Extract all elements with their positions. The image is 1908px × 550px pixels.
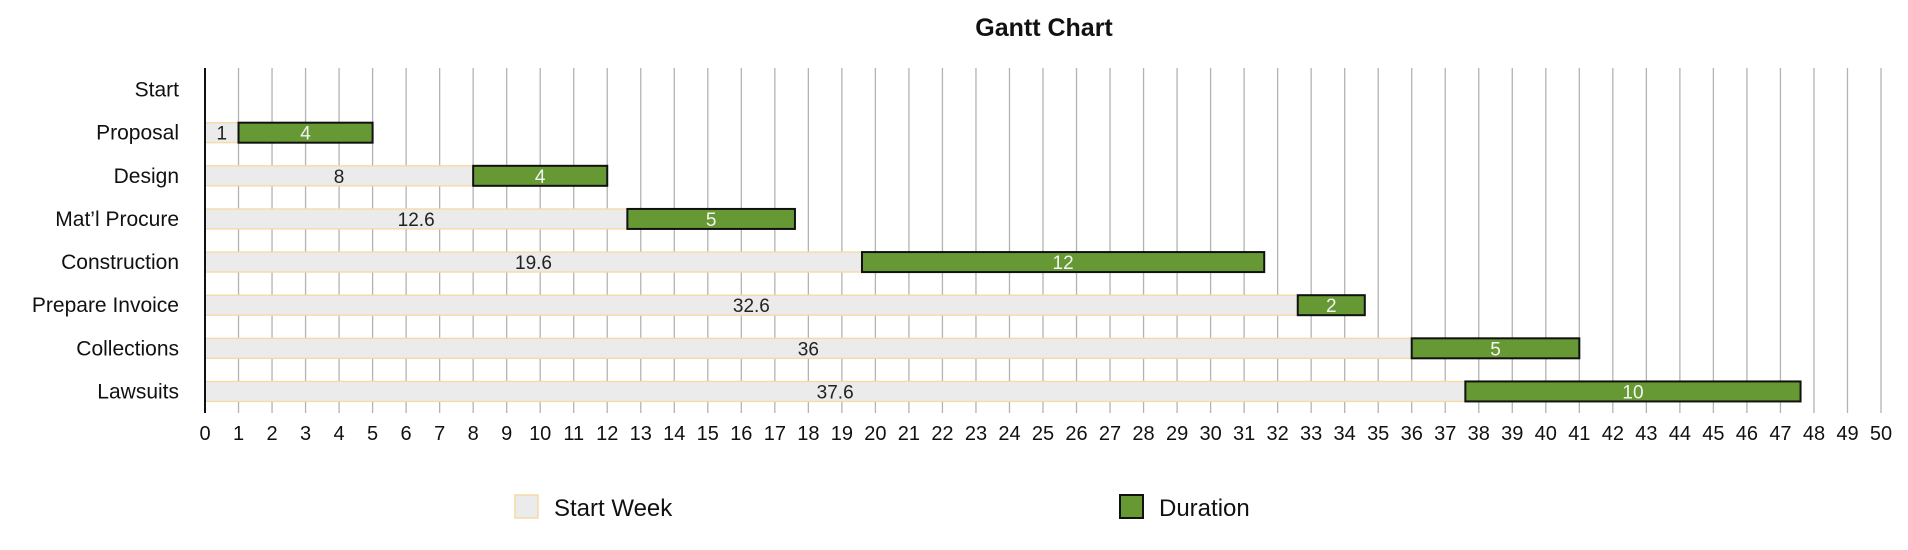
chart-title: Gantt Chart xyxy=(975,14,1113,42)
start-week-label: 32.6 xyxy=(733,296,770,317)
x-tick-label: 36 xyxy=(1401,423,1423,445)
x-tick-label: 14 xyxy=(663,423,685,445)
duration-label: 5 xyxy=(1490,339,1501,360)
x-tick-label: 49 xyxy=(1836,423,1858,445)
start-week-label: 36 xyxy=(798,339,819,360)
x-tick-label: 26 xyxy=(1065,423,1087,445)
legend-swatch-start-week xyxy=(514,494,539,519)
x-tick-label: 40 xyxy=(1535,423,1557,445)
category-label: Lawsuits xyxy=(97,380,179,403)
x-tick-label: 2 xyxy=(266,423,277,445)
x-tick-label: 37 xyxy=(1434,423,1456,445)
start-week-label: 19.6 xyxy=(515,253,552,274)
x-tick-label: 22 xyxy=(931,423,953,445)
x-tick-label: 23 xyxy=(965,423,987,445)
category-labels: Start Proposal Design Mat’l Procure Construc… xyxy=(32,79,179,404)
duration-label: 10 xyxy=(1622,382,1643,403)
x-tick-label: 8 xyxy=(468,423,479,445)
category-label: Construction xyxy=(61,251,179,274)
x-tick-label: 47 xyxy=(1769,423,1791,445)
category-label: Start xyxy=(135,79,180,102)
legend-label-start-week: Start Week xyxy=(554,495,673,522)
x-tick-label: 1 xyxy=(233,423,244,445)
x-tick-label: 50 xyxy=(1870,423,1892,445)
x-tick-label: 7 xyxy=(434,423,445,445)
x-tick-label: 29 xyxy=(1166,423,1188,445)
duration-bar xyxy=(1464,380,1802,403)
x-tick-label: 25 xyxy=(1032,423,1054,445)
x-tick-label: 34 xyxy=(1334,423,1356,445)
x-tick-label: 5 xyxy=(367,423,378,445)
tick-labels: 0 1 2 3 4 5 6 7 8 9 10 11 12 13 14 15 16 17 18 19 20 21 22 23 24… xyxy=(199,423,1892,445)
legend-label-duration: Duration xyxy=(1159,495,1250,522)
x-tick-label: 39 xyxy=(1501,423,1523,445)
duration-label: 12 xyxy=(1053,253,1074,274)
duration-label: 4 xyxy=(300,124,311,145)
x-tick-label: 11 xyxy=(563,423,584,445)
x-tick-label: 4 xyxy=(334,423,345,445)
x-tick-label: 15 xyxy=(697,423,719,445)
start-week-label: 37.6 xyxy=(817,382,854,403)
x-tick-label: 27 xyxy=(1099,423,1121,445)
duration-bar xyxy=(237,121,374,144)
category-label: Prepare Invoice xyxy=(32,294,179,317)
start-week-label: 1 xyxy=(216,124,227,145)
duration-label: 2 xyxy=(1326,296,1337,317)
x-tick-label: 10 xyxy=(529,423,551,445)
x-tick-label: 9 xyxy=(501,423,512,445)
x-tick-label: 45 xyxy=(1702,423,1724,445)
grid-lines xyxy=(237,68,1882,413)
x-tick-label: 38 xyxy=(1468,423,1490,445)
duration-bar xyxy=(1410,337,1581,360)
x-tick-label: 21 xyxy=(898,423,920,445)
x-tick-label: 41 xyxy=(1568,423,1590,445)
x-tick-label: 24 xyxy=(998,423,1020,445)
x-tick-label: 48 xyxy=(1803,423,1825,445)
legend: Start Week Duration xyxy=(514,494,1250,522)
duration-bar xyxy=(860,251,1266,274)
x-tick-label: 16 xyxy=(730,423,752,445)
category-label: Mat’l Procure xyxy=(55,208,179,231)
legend-swatch-duration xyxy=(1119,494,1144,519)
duration-label: 4 xyxy=(535,167,546,188)
x-tick-label: 6 xyxy=(401,423,412,445)
x-tick-label: 3 xyxy=(300,423,311,445)
x-tick-label: 17 xyxy=(764,423,786,445)
x-tick-label: 18 xyxy=(797,423,819,445)
duration-bar xyxy=(1296,294,1366,317)
bar-labels: 1 4 8 4 12.6 5 19.6 12 32.6 2 36 5 37.6 10 xyxy=(216,124,1643,404)
x-tick-label: 42 xyxy=(1602,423,1624,445)
x-tick-label: 28 xyxy=(1132,423,1154,445)
x-tick-label: 43 xyxy=(1635,423,1657,445)
x-tick-label: 20 xyxy=(864,423,886,445)
x-tick-label: 13 xyxy=(630,423,652,445)
start-week-label: 12.6 xyxy=(398,210,435,231)
duration-bar xyxy=(626,207,796,230)
x-tick-label: 35 xyxy=(1367,423,1389,445)
x-tick-label: 19 xyxy=(831,423,853,445)
x-tick-label: 12 xyxy=(596,423,618,445)
bars xyxy=(204,121,1802,403)
category-label: Proposal xyxy=(96,122,179,145)
x-tick-label: 0 xyxy=(199,423,210,445)
x-tick-label: 46 xyxy=(1736,423,1758,445)
x-tick-label: 32 xyxy=(1267,423,1289,445)
x-tick-label: 31 xyxy=(1233,423,1255,445)
start-week-label: 8 xyxy=(334,167,345,188)
category-label: Design xyxy=(114,165,179,188)
category-label: Collections xyxy=(76,337,179,360)
x-tick-label: 44 xyxy=(1669,423,1691,445)
duration-label: 5 xyxy=(706,210,717,231)
x-tick-label: 30 xyxy=(1199,423,1221,445)
x-tick-label: 33 xyxy=(1300,423,1322,445)
duration-bar xyxy=(472,164,609,187)
